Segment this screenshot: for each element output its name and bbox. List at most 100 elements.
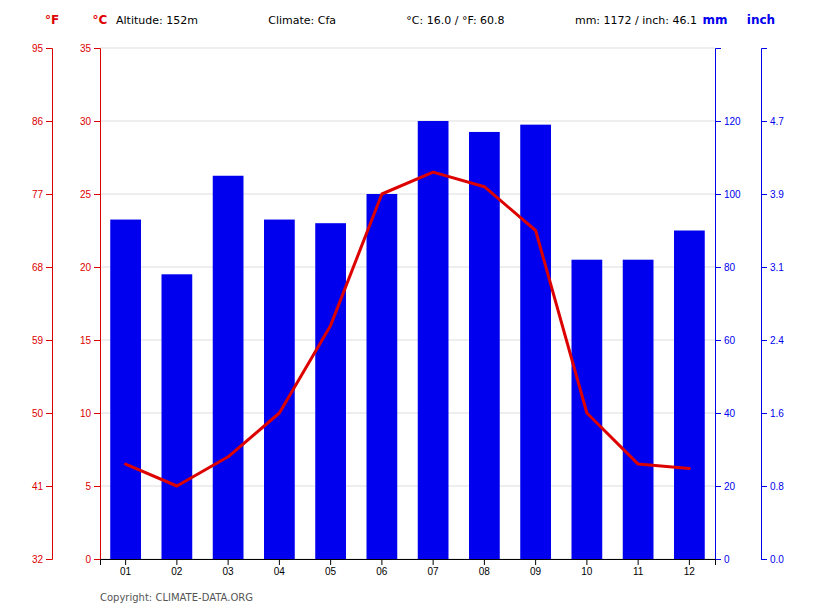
bar [623,260,654,559]
tick: 120 [715,116,741,127]
tick-label: 20 [724,481,736,492]
y-axis-f: 3241505968778695 [32,43,53,565]
bar [110,220,141,559]
tick: 5 [85,481,100,492]
tick-label: 40 [724,408,736,419]
tick-label: 0 [724,554,730,565]
grid [100,48,715,559]
tick-label: 86 [32,116,44,127]
tick-mark [46,48,52,49]
marks [110,121,705,559]
tick: 10 [80,408,100,419]
tick-mark [46,121,52,122]
tick: 35 [80,43,100,54]
tick-mark [761,121,767,122]
axis-line [762,49,768,560]
tick: 68 [32,262,52,273]
axis-line [94,49,101,560]
tick-mark [94,48,100,49]
tick-label: 06 [376,566,388,577]
tick: 0.0 [761,554,784,565]
tick: 20 [715,481,736,492]
tick-mark [381,559,382,565]
tick-mark [46,340,52,341]
tick: 12 [684,559,696,577]
tick: 50 [32,408,52,419]
tick-mark [715,486,721,487]
tick-mark [689,559,690,565]
tick-mark [125,559,126,565]
tick-mark [94,559,100,560]
tick-mark [484,559,485,565]
tick-label: 15 [80,335,92,346]
tick-mark [761,267,767,268]
tick-label: 11 [633,566,644,577]
tick: 80 [715,262,736,273]
axis-line [46,49,53,560]
tick-label: 0.8 [770,481,784,492]
tick-mark [46,559,52,560]
tick-mark [638,559,639,565]
tick-mark [715,340,721,341]
tick: 25 [80,189,100,200]
bar [418,121,449,559]
y-axis-mm: 0 20 40 60 80 100 120 [715,49,741,565]
tick-mark [761,486,767,487]
tick-mark [715,194,721,195]
tick-label: 100 [724,189,741,200]
bar-series [110,121,705,559]
tick-label: 10 [581,566,593,577]
tick: 4.7 [761,116,784,127]
y-axis-c: 0 5 10 15 20 25 30 35 [80,43,101,565]
tick: 40 [715,408,736,419]
axis-line [716,49,722,560]
tick-mark [46,267,52,268]
tick: 01 [120,559,132,577]
tick-label: 20 [80,262,92,273]
tick-label: 3.9 [770,189,784,200]
tick-label: 02 [171,566,183,577]
tick: 1.6 [761,408,784,419]
tick-mark [279,559,280,565]
tick-mark [94,194,100,195]
tick-mark [535,559,536,565]
tick: 30 [80,116,100,127]
copyright: Copyright: CLIMATE-DATA.ORG [100,592,253,603]
tick-mark [761,413,767,414]
tick-label: 05 [325,566,337,577]
axis-label: °F [45,13,59,27]
chart: 0510152025303532415059687786950204060801… [0,0,815,611]
axis-line [101,560,716,566]
tick: 09 [530,559,542,577]
tick-mark [228,559,229,565]
tick-label: 4.7 [770,116,784,127]
bar [674,231,705,560]
tick-label: 60 [724,335,736,346]
tick-label: 5 [85,481,91,492]
grid-line [100,48,715,49]
bar [162,274,193,559]
tick-label: 0 [85,554,91,565]
annotation: Altitude: 152m [116,14,198,27]
tick: 2.4 [761,335,784,346]
tick-label: 95 [32,43,44,54]
tick-label: 41 [32,481,44,492]
tick-label: 77 [32,189,44,200]
tick-label: 30 [80,116,92,127]
tick: 0 [715,554,730,565]
bar [520,125,551,559]
tick: 08 [479,559,491,577]
tick-label: 12 [684,566,696,577]
bar [367,194,398,559]
tick: 10 [581,559,593,577]
axis-label: mm [702,13,727,27]
tick-label: 01 [120,566,132,577]
tick-mark [761,340,767,341]
tick-label: 120 [724,116,741,127]
tick-mark [761,194,767,195]
annotation: Climate: Cfa [268,14,336,27]
tick: 0 [85,554,100,565]
axis-label: °C [93,13,108,27]
tick: 15 [80,335,100,346]
tick-label: 08 [479,566,491,577]
